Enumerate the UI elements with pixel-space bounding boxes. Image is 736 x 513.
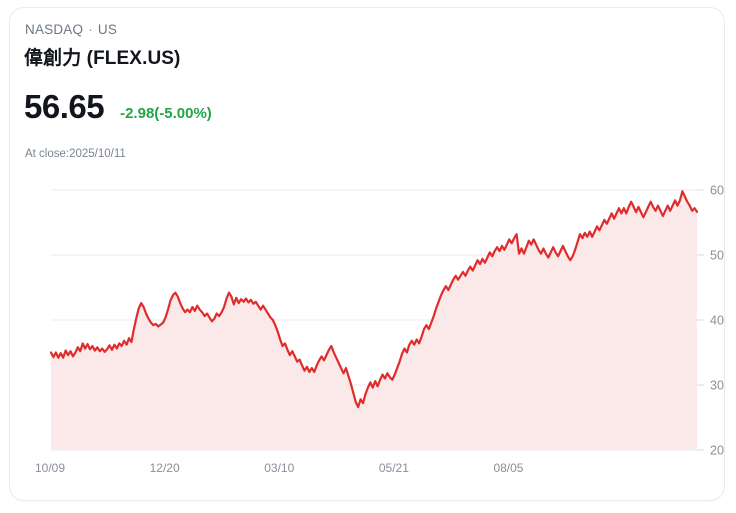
close-timestamp: At close:2025/10/11 <box>25 148 126 160</box>
chart-area-fill <box>51 191 697 451</box>
chart-line <box>49 190 699 409</box>
exchange-name: NASDAQ <box>25 22 84 37</box>
region-code: US <box>97 22 118 37</box>
exchange-region-row: NASDAQ · US <box>25 22 117 37</box>
x-axis-tick-label: 12/20 <box>150 461 180 475</box>
x-axis-tick-label: 08/05 <box>493 461 523 475</box>
separator-dot: · <box>88 22 93 37</box>
page-title: 偉創力 (FLEX.US) <box>24 48 181 69</box>
chart-y-axis-labels: 60 50 40 30 20 <box>710 184 724 458</box>
x-axis-tick-label: 03/10 <box>264 461 294 475</box>
last-price: 56.65 <box>24 88 105 125</box>
price-chart[interactable]: 60 50 40 30 20 10/09 12/20 03/10 05/21 08/05 <box>10 168 724 488</box>
y-axis-tick-label: 50 <box>710 249 724 263</box>
y-axis-tick-label: 20 <box>710 444 724 458</box>
chart-x-axis-labels: 10/09 12/20 03/10 05/21 08/05 <box>35 461 524 475</box>
stock-quote-card: NASDAQ · US 偉創力 (FLEX.US) 56.65 -2.98(-5.0… <box>10 8 724 500</box>
x-axis-tick-label: 05/21 <box>379 461 409 475</box>
y-axis-tick-label: 40 <box>710 314 724 328</box>
price-change: -2.98(-5.00%) <box>120 105 212 122</box>
y-axis-tick-label: 30 <box>710 379 724 393</box>
price-summary-row: 56.65 -2.98(-5.00%) <box>24 90 212 123</box>
price-chart-svg: 60 50 40 30 20 10/09 12/20 03/10 05/21 08/05 <box>35 184 724 476</box>
y-axis-tick-label: 60 <box>710 184 724 198</box>
x-axis-tick-label: 10/09 <box>35 461 65 475</box>
